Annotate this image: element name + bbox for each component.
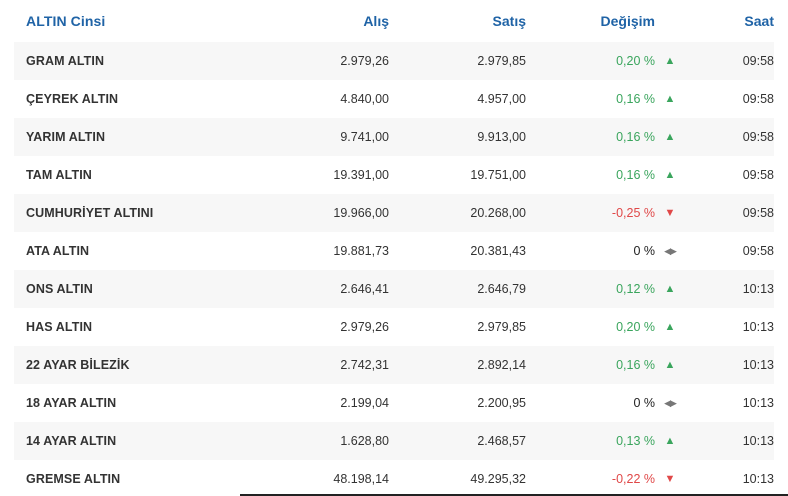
triangle-down-icon: ▼	[664, 473, 676, 485]
change-percent: 0,16 %	[616, 358, 655, 372]
table-row[interactable]: YARIM ALTIN 9.741,00 9.913,00 0,16 % ▲ 09:58	[14, 118, 774, 156]
change-percent: 0,20 %	[616, 320, 655, 334]
change-percent: 0,12 %	[616, 282, 655, 296]
update-time: 10:13	[742, 320, 774, 334]
triangle-up-icon: ▲	[664, 359, 676, 371]
buy-price: 19.391,00	[333, 168, 389, 182]
column-header-alis[interactable]: Alış	[363, 13, 389, 29]
buy-price: 2.979,26	[340, 320, 389, 334]
sell-price: 2.979,85	[477, 54, 526, 68]
change-percent: -0,25 %	[611, 206, 655, 220]
table-row[interactable]: GRAM ALTIN 2.979,26 2.979,85 0,20 % ▲ 09:58	[14, 42, 774, 80]
buy-price: 48.198,14	[333, 472, 389, 486]
table-row[interactable]: HAS ALTIN 2.979,26 2.979,85 0,20 % ▲ 10:13	[14, 308, 774, 346]
buy-price: 4.840,00	[340, 92, 389, 106]
gold-type-name[interactable]: ONS ALTIN	[26, 282, 93, 296]
update-time: 09:58	[742, 168, 774, 182]
update-time: 10:13	[742, 358, 774, 372]
triangle-up-icon: ▲	[664, 283, 676, 295]
column-header-saat[interactable]: Saat	[744, 13, 774, 29]
table-row[interactable]: ÇEYREK ALTIN 4.840,00 4.957,00 0,16 % ▲ 09:58	[14, 80, 774, 118]
table-row[interactable]: CUMHURİYET ALTINI 19.966,00 20.268,00 -0,25…	[14, 194, 774, 232]
update-time: 10:13	[742, 396, 774, 410]
buy-price: 9.741,00	[340, 130, 389, 144]
triangle-up-icon: ▲	[664, 435, 676, 447]
triangle-up-icon: ▲	[664, 93, 676, 105]
triangle-up-icon: ▲	[664, 131, 676, 143]
column-header-degisim[interactable]: Değişim	[600, 13, 655, 29]
update-time: 10:13	[742, 472, 774, 486]
triangle-up-icon: ▲	[664, 321, 676, 333]
gold-price-table: ALTIN Cinsi Alış Satış Değişim Saat GRAM…	[14, 0, 774, 496]
sell-price: 2.646,79	[477, 282, 526, 296]
update-time: 10:13	[742, 282, 774, 296]
change-percent: 0,16 %	[616, 92, 655, 106]
gold-type-name[interactable]: 14 AYAR ALTIN	[26, 434, 117, 448]
change-percent: 0 %	[633, 396, 655, 410]
triangle-down-icon: ▼	[664, 207, 676, 219]
sell-price: 2.892,14	[477, 358, 526, 372]
sell-price: 9.913,00	[477, 130, 526, 144]
sell-price: 2.200,95	[477, 396, 526, 410]
change-percent: 0,20 %	[616, 54, 655, 68]
gold-type-name[interactable]: ATA ALTIN	[26, 244, 90, 258]
column-header-name[interactable]: ALTIN Cinsi	[26, 13, 106, 29]
triangle-up-icon: ▲	[664, 55, 676, 67]
left-right-arrows-icon: ◀▶	[664, 245, 677, 256]
table-row[interactable]: TAM ALTIN 19.391,00 19.751,00 0,16 % ▲ 09:58	[14, 156, 774, 194]
column-header-satis[interactable]: Satış	[492, 13, 526, 29]
gold-type-name[interactable]: GREMSE ALTIN	[26, 472, 121, 486]
update-time: 09:58	[742, 206, 774, 220]
gold-type-name[interactable]: TAM ALTIN	[26, 168, 92, 182]
sell-price: 2.468,57	[477, 434, 526, 448]
change-percent: 0,16 %	[616, 168, 655, 182]
sell-price: 20.268,00	[470, 206, 526, 220]
buy-price: 1.628,80	[340, 434, 389, 448]
bottom-border	[240, 494, 788, 496]
table-row[interactable]: ONS ALTIN 2.646,41 2.646,79 0,12 % ▲ 10:13	[14, 270, 774, 308]
right-gutter	[774, 0, 788, 496]
update-time: 10:13	[742, 434, 774, 448]
table-row[interactable]: ATA ALTIN 19.881,73 20.381,43 0 % ◀▶ 09:58	[14, 232, 774, 270]
buy-price: 2.979,26	[340, 54, 389, 68]
gold-type-name[interactable]: CUMHURİYET ALTINI	[26, 206, 154, 220]
table-row[interactable]: 22 AYAR BİLEZİK 2.742,31 2.892,14 0,16 % ▲ 10…	[14, 346, 774, 384]
table-row[interactable]: 18 AYAR ALTIN 2.199,04 2.200,95 0 % ◀▶ 10:13	[14, 384, 774, 422]
table-row[interactable]: 14 AYAR ALTIN 1.628,80 2.468,57 0,13 % ▲ 10:1…	[14, 422, 774, 460]
table-header: ALTIN Cinsi Alış Satış Değişim Saat	[14, 0, 774, 42]
sell-price: 49.295,32	[470, 472, 526, 486]
gold-type-name[interactable]: 22 AYAR BİLEZİK	[26, 358, 130, 372]
gold-type-name[interactable]: GRAM ALTIN	[26, 54, 105, 68]
buy-price: 2.199,04	[340, 396, 389, 410]
change-percent: 0,13 %	[616, 434, 655, 448]
sell-price: 4.957,00	[477, 92, 526, 106]
change-percent: -0,22 %	[611, 472, 655, 486]
table-body: GRAM ALTIN 2.979,26 2.979,85 0,20 % ▲ 09:58 ÇE…	[14, 42, 774, 496]
sell-price: 2.979,85	[477, 320, 526, 334]
gold-type-name[interactable]: YARIM ALTIN	[26, 130, 106, 144]
update-time: 09:58	[742, 244, 774, 258]
change-percent: 0 %	[633, 244, 655, 258]
buy-price: 2.742,31	[340, 358, 389, 372]
update-time: 09:58	[742, 130, 774, 144]
sell-price: 19.751,00	[470, 168, 526, 182]
buy-price: 2.646,41	[340, 282, 389, 296]
update-time: 09:58	[742, 92, 774, 106]
sell-price: 20.381,43	[470, 244, 526, 258]
gold-type-name[interactable]: 18 AYAR ALTIN	[26, 396, 117, 410]
gold-type-name[interactable]: HAS ALTIN	[26, 320, 93, 334]
gold-type-name[interactable]: ÇEYREK ALTIN	[26, 92, 119, 106]
buy-price: 19.966,00	[333, 206, 389, 220]
buy-price: 19.881,73	[333, 244, 389, 258]
update-time: 09:58	[742, 54, 774, 68]
triangle-up-icon: ▲	[664, 169, 676, 181]
left-right-arrows-icon: ◀▶	[664, 397, 677, 408]
table-row[interactable]: GREMSE ALTIN 48.198,14 49.295,32 -0,22 % ▼ 10…	[14, 460, 774, 496]
change-percent: 0,16 %	[616, 130, 655, 144]
